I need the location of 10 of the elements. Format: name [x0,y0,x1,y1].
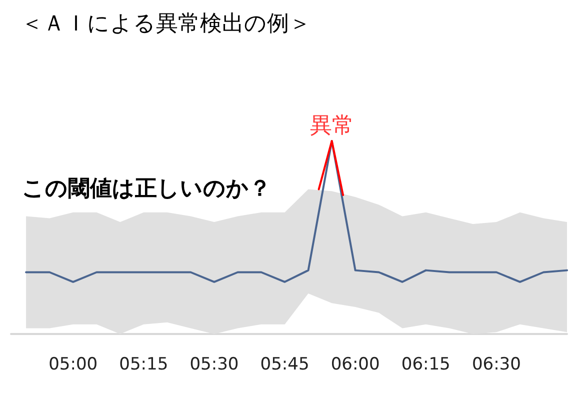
x-tick-label: 05:30 [190,354,239,374]
x-tick-label: 05:00 [48,354,98,374]
chart-title: ＜ＡＩによる異常検出の例＞ [21,12,311,36]
x-tick-label: 06:30 [472,354,521,374]
x-tick-label: 06:00 [330,354,380,374]
x-tick-label: 05:15 [119,354,168,374]
annotation: この閾値は正しいのか？ [22,176,271,202]
annotation: 異常 [310,114,354,138]
x-tick-label: 06:15 [401,354,450,374]
x-tick-label: 05:45 [260,354,310,374]
